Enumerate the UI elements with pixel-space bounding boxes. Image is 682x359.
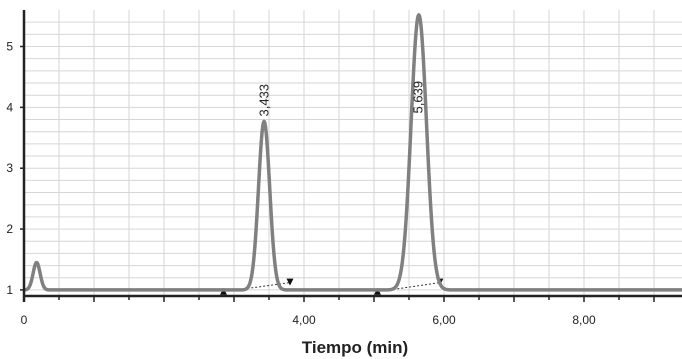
x-axis-label: Tiempo (min) [302, 338, 408, 357]
y-tick-label: 3 [6, 161, 13, 175]
x-tick-label: 0 [21, 313, 28, 327]
y-tick-label: 2 [6, 222, 13, 236]
x-tick-label: 6,00 [432, 313, 456, 327]
integration-baseline [223, 282, 291, 293]
y-tick-label: 4 [6, 100, 13, 114]
y-tick-label: 5 [6, 40, 13, 54]
x-tick-label: 8,00 [572, 313, 596, 327]
integration-baseline [377, 282, 440, 293]
chromatogram-trace [22, 13, 682, 292]
peak-end-marker [286, 278, 294, 286]
y-tick-label: 1 [6, 283, 13, 297]
peak-retention-label: 5,639 [411, 81, 426, 114]
tick-labels: 0 4,00 6,00 8,00 1 2 3 4 5 3,433 5,639 [6, 40, 596, 327]
axes [20, 10, 682, 302]
x-tick-label: 4,00 [292, 313, 316, 327]
peak-retention-label: 3,433 [256, 84, 271, 117]
grid-lines [24, 10, 682, 296]
integration-baselines [220, 278, 444, 295]
